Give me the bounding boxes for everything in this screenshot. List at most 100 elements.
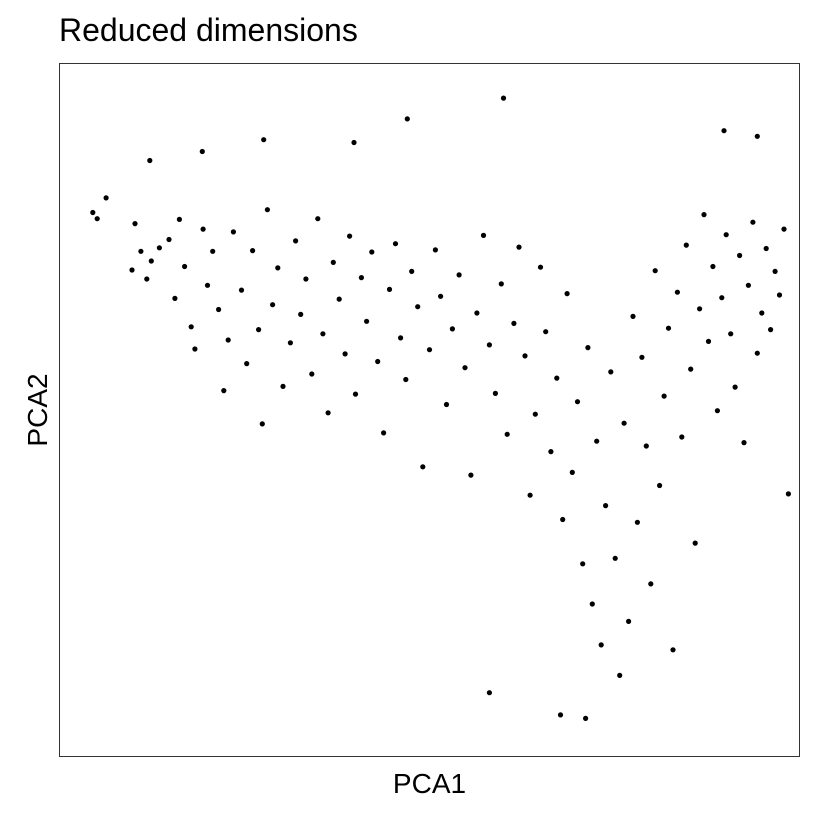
data-point-12 bbox=[188, 324, 194, 330]
data-point-128 bbox=[785, 491, 792, 497]
data-point-112 bbox=[714, 408, 721, 414]
data-point-72 bbox=[527, 492, 533, 498]
data-point-38 bbox=[330, 259, 336, 265]
data-point-33 bbox=[303, 276, 309, 282]
data-point-92 bbox=[626, 618, 632, 625]
data-point-2 bbox=[129, 267, 135, 273]
data-point-60 bbox=[456, 272, 462, 278]
data-point-96 bbox=[643, 443, 649, 449]
data-point-97 bbox=[648, 581, 654, 587]
data-point-88 bbox=[608, 369, 614, 375]
data-point-124 bbox=[768, 327, 774, 333]
data-point-91 bbox=[621, 420, 627, 426]
data-point-19 bbox=[225, 337, 231, 343]
data-point-62 bbox=[468, 472, 474, 478]
data-point-117 bbox=[737, 252, 743, 259]
data-point-133 bbox=[199, 148, 205, 155]
data-point-77 bbox=[554, 375, 560, 381]
data-point-57 bbox=[438, 293, 444, 299]
data-point-15 bbox=[204, 282, 211, 288]
chart-title: Reduced dimensions bbox=[59, 12, 358, 48]
data-point-41 bbox=[347, 233, 353, 239]
data-point-136 bbox=[721, 128, 727, 134]
data-point-0 bbox=[90, 209, 96, 216]
data-point-55 bbox=[426, 347, 433, 353]
data-point-110 bbox=[705, 338, 712, 344]
data-point-81 bbox=[574, 399, 581, 405]
data-point-54 bbox=[420, 464, 426, 470]
data-point-50 bbox=[398, 335, 404, 341]
data-point-56 bbox=[432, 247, 438, 253]
data-point-106 bbox=[688, 366, 694, 372]
data-point-70 bbox=[516, 244, 522, 250]
data-point-101 bbox=[665, 325, 672, 331]
data-point-115 bbox=[728, 331, 734, 337]
data-point-61 bbox=[462, 365, 468, 371]
data-point-83 bbox=[585, 345, 591, 351]
data-point-132 bbox=[261, 137, 267, 143]
x-axis-label: PCA1 bbox=[392, 768, 467, 799]
data-point-67 bbox=[498, 281, 504, 287]
data-point-23 bbox=[250, 248, 256, 254]
data-point-53 bbox=[415, 304, 421, 310]
data-point-5 bbox=[144, 276, 150, 282]
data-point-27 bbox=[270, 302, 276, 308]
data-point-8 bbox=[166, 236, 172, 243]
data-point-20 bbox=[230, 229, 236, 235]
data-point-102 bbox=[670, 647, 676, 653]
data-point-37 bbox=[325, 410, 331, 416]
data-point-6 bbox=[148, 258, 154, 264]
data-point-36 bbox=[320, 331, 326, 337]
data-point-58 bbox=[443, 401, 450, 408]
data-point-89 bbox=[612, 555, 618, 561]
data-point-120 bbox=[750, 219, 756, 225]
data-point-74 bbox=[537, 264, 544, 270]
data-point-125 bbox=[772, 268, 778, 274]
data-point-108 bbox=[697, 306, 703, 312]
data-point-28 bbox=[275, 265, 281, 271]
data-point-99 bbox=[657, 482, 663, 489]
data-point-86 bbox=[598, 642, 604, 648]
data-point-68 bbox=[504, 431, 510, 437]
data-point-34 bbox=[309, 371, 315, 377]
data-point-90 bbox=[617, 672, 623, 679]
data-point-32 bbox=[298, 311, 304, 317]
data-point-13 bbox=[192, 346, 198, 352]
data-point-85 bbox=[594, 438, 600, 444]
data-point-126 bbox=[776, 292, 783, 298]
data-point-103 bbox=[674, 289, 681, 295]
data-point-87 bbox=[603, 503, 609, 509]
y-axis-label: PCA2 bbox=[22, 373, 53, 447]
data-point-69 bbox=[511, 320, 517, 326]
plot-frame bbox=[59, 63, 800, 757]
data-point-24 bbox=[256, 327, 262, 333]
data-point-84 bbox=[589, 601, 595, 607]
data-point-75 bbox=[543, 329, 549, 335]
data-point-7 bbox=[156, 245, 162, 251]
data-point-119 bbox=[745, 282, 752, 288]
data-point-46 bbox=[375, 358, 381, 365]
data-point-10 bbox=[176, 216, 182, 222]
data-point-25 bbox=[259, 421, 265, 427]
data-point-76 bbox=[548, 449, 554, 455]
data-point-11 bbox=[182, 263, 188, 270]
data-point-30 bbox=[287, 340, 293, 346]
data-point-111 bbox=[710, 263, 716, 270]
data-point-140 bbox=[557, 712, 564, 718]
data-point-71 bbox=[522, 353, 528, 359]
data-point-109 bbox=[701, 212, 707, 218]
data-point-16 bbox=[210, 248, 216, 254]
data-point-45 bbox=[369, 249, 375, 255]
data-point-3 bbox=[132, 221, 138, 227]
data-point-113 bbox=[719, 295, 725, 301]
data-point-59 bbox=[449, 326, 455, 332]
data-point-130 bbox=[404, 116, 410, 122]
data-point-73 bbox=[532, 411, 538, 417]
data-point-80 bbox=[569, 469, 575, 475]
data-point-118 bbox=[741, 440, 747, 446]
data-point-93 bbox=[630, 313, 636, 319]
data-point-82 bbox=[580, 561, 586, 567]
data-point-138 bbox=[486, 690, 492, 696]
data-point-127 bbox=[781, 226, 787, 232]
